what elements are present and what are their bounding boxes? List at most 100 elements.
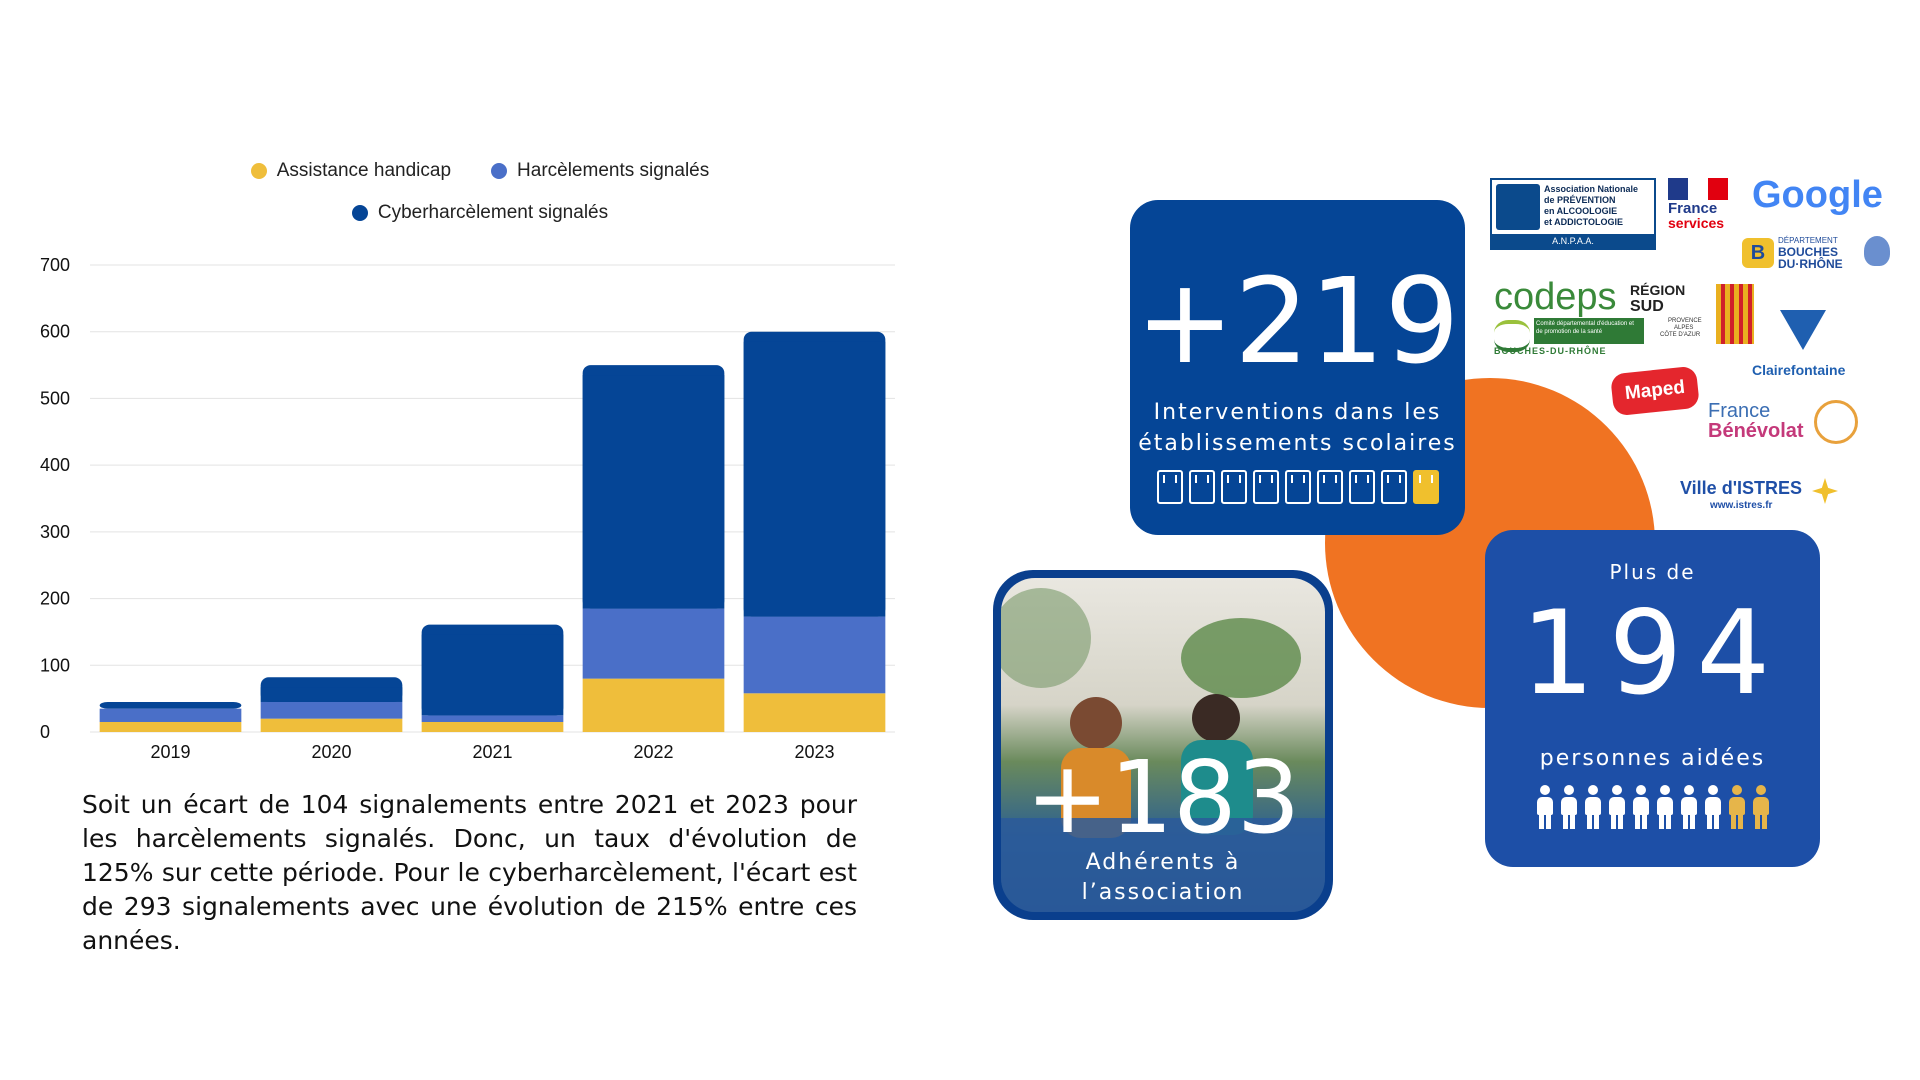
france-services-line1: France (1668, 200, 1718, 217)
book-icon (1156, 470, 1183, 504)
bar-segment-2022-0 (582, 678, 725, 732)
person-icon (1559, 785, 1579, 829)
y-tick-label: 200 (40, 589, 70, 609)
photo-illustration (1001, 588, 1325, 912)
y-tick-label: 500 (40, 388, 70, 408)
person-icon (1583, 785, 1603, 829)
legend-dot-assistance (250, 163, 267, 179)
region-line4: ALPES (1674, 325, 1694, 331)
book-icon (1220, 470, 1247, 504)
bar-segment-2019-2 (99, 701, 242, 709)
legend-dot-harcelements (491, 163, 508, 179)
bar-segment-fill (743, 341, 886, 617)
interventions-number: +219 (1135, 252, 1460, 390)
istres-line2: www.istres.fr (1710, 500, 1773, 511)
book-icon-row (1130, 470, 1465, 504)
person-icon (1631, 785, 1651, 829)
region-line2: SUD (1630, 298, 1664, 315)
members-caption-line2: l’association (1081, 880, 1245, 905)
y-tick-label: 700 (40, 255, 70, 275)
region-sud-logo: RÉGION SUD PROVENCE ALPES CÔTE D'AZUR (1630, 282, 1760, 350)
ville-istres-logo: Ville d'ISTRES www.istres.fr (1680, 478, 1850, 518)
x-tick-label: 2023 (794, 742, 834, 762)
france-benevolat-logo: France Bénévolat (1708, 400, 1858, 462)
stacked-bar-chart: Assistance handicap Harcèlements signalé… (30, 160, 930, 780)
region-flag-icon (1716, 284, 1754, 344)
legend-label: Assistance handicap (276, 160, 452, 181)
book-icon (1380, 470, 1407, 504)
france-services-line2: services (1668, 215, 1725, 231)
people-helped-card: Plus de 194 personnes aidées (1485, 530, 1820, 867)
maped-logo: Maped (1610, 365, 1700, 422)
region-line3: PROVENCE (1668, 318, 1702, 324)
clairefontaine-wordmark: Clairefontaine (1752, 362, 1846, 378)
helped-number: 194 (1520, 586, 1785, 721)
codeps-footer: BOUCHES-DU-RHÔNE (1494, 346, 1607, 356)
codeps-wave-icon (1494, 320, 1530, 352)
interventions-caption-line2: établissements scolaires (1138, 431, 1457, 456)
departement-bouches-du-rhone-logo: B DÉPARTEMENT BOUCHES DU·RHÔNE (1742, 236, 1892, 271)
bar-segment-2023-0 (743, 693, 886, 732)
interventions-caption-line1: Interventions dans les (1153, 400, 1442, 425)
anpaa-logo: Association Nationale de PRÉVENTION en A… (1490, 178, 1656, 250)
person-icon (1751, 785, 1771, 829)
y-tick-label: 400 (40, 455, 70, 475)
bar-segment-fill (260, 687, 403, 702)
person-icon (1655, 785, 1675, 829)
bar-segment-2020-1 (260, 701, 403, 719)
person-icon (1727, 785, 1747, 829)
clairefontaine-emblem-icon (1780, 310, 1826, 350)
departement-line1: DÉPARTEMENT (1778, 236, 1838, 245)
istres-line1: Ville d'ISTRES (1680, 478, 1802, 498)
legend-label: Harcèlements signalés (517, 160, 710, 181)
book-icon (1252, 470, 1279, 504)
chart-summary-text: Soit un écart de 104 signalements entre … (82, 790, 857, 955)
region-line1: RÉGION (1630, 282, 1686, 298)
france-benevolat-line2: Bénévolat (1708, 420, 1804, 442)
bar-segment-2019-0 (99, 721, 242, 732)
meeting-photo (1001, 578, 1325, 912)
x-tick-label: 2021 (472, 742, 512, 762)
anpaa-line4: et ADDICTOLOGIE (1544, 217, 1624, 227)
france-services-logo: France services (1668, 178, 1734, 231)
bar-segment-fill (582, 375, 725, 609)
book-icon (1348, 470, 1375, 504)
departement-line3: DU·RHÔNE (1778, 257, 1843, 271)
x-tick-label: 2022 (633, 742, 673, 762)
chart-legend: Assistance handicap Harcèlements signalé… (30, 160, 930, 244)
maped-badge: Maped (1610, 365, 1700, 417)
heart-tree-icon (1814, 400, 1858, 444)
person-icon-row (1485, 785, 1820, 829)
members-number: +183 (1025, 739, 1301, 856)
bar-segment-2021-1 (421, 715, 564, 722)
codeps-logo: codeps Comité départemental d'éducation … (1494, 278, 1646, 360)
marianne-flag-icon (1668, 178, 1728, 200)
y-tick-label: 600 (40, 322, 70, 342)
anpaa-line2: de PRÉVENTION (1544, 195, 1616, 205)
bar-segment-2019-1 (99, 708, 242, 722)
departement-line2: BOUCHES (1778, 245, 1839, 259)
book-icon (1412, 470, 1439, 504)
person-icon (1607, 785, 1627, 829)
departement-b-icon: B (1742, 238, 1774, 268)
y-tick-label: 100 (40, 655, 70, 675)
google-logo: Google (1752, 174, 1883, 216)
tree-icon (1864, 236, 1890, 266)
book-icon (1188, 470, 1215, 504)
france-benevolat-line1: France (1708, 400, 1771, 422)
clairefontaine-logo: Clairefontaine (1752, 310, 1872, 380)
helped-prefix: Plus de (1609, 560, 1696, 584)
members-card: +183 Adhérents à l’association (993, 570, 1333, 920)
book-icon (1284, 470, 1311, 504)
codeps-wordmark: codeps (1494, 276, 1617, 318)
y-tick-label: 300 (40, 522, 70, 542)
person-icon (1679, 785, 1699, 829)
person-icon (1703, 785, 1723, 829)
book-icon (1316, 470, 1343, 504)
legend-item-cyber: Cyberharcèlement signalés (351, 202, 609, 224)
anpaa-line3: en ALCOOLOGIE (1544, 206, 1618, 216)
legend-label: Cyberharcèlement signalés (377, 202, 609, 223)
bar-segment-fill (421, 634, 564, 716)
helped-caption: personnes aidées (1539, 746, 1766, 771)
anpaa-footer: A.N.P.A.A. (1492, 234, 1654, 248)
